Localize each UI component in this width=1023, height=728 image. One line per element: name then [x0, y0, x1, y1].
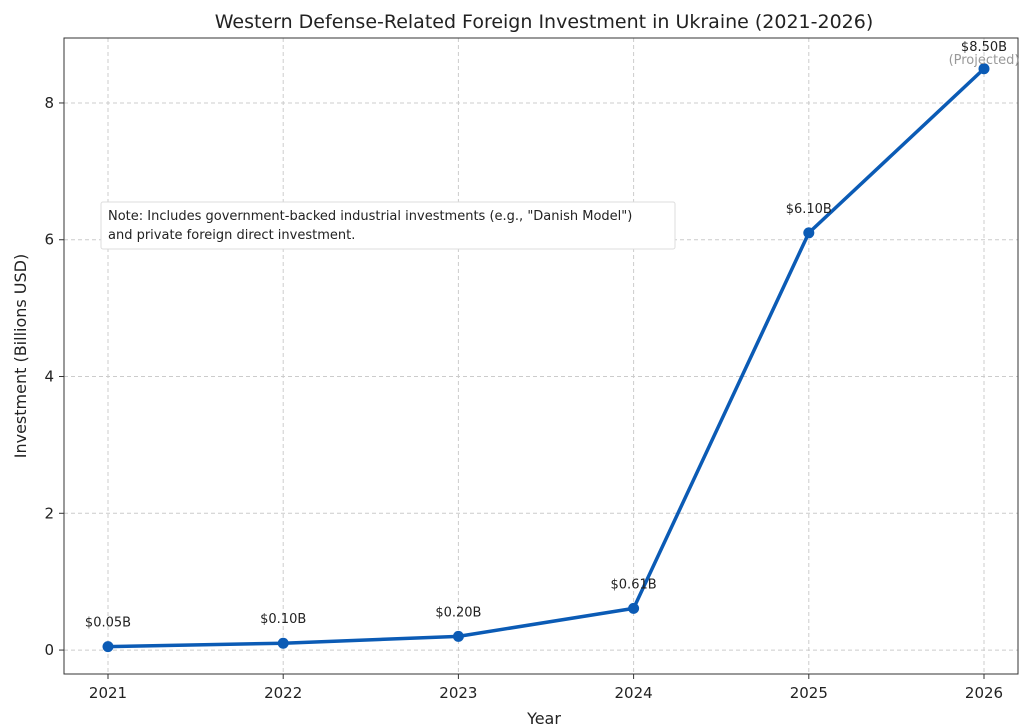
y-tick-label: 4	[44, 368, 54, 386]
x-tick-label: 2022	[264, 684, 302, 702]
y-tick-label: 0	[44, 641, 54, 659]
note-line-2: and private foreign direct investment.	[108, 228, 355, 243]
data-point	[102, 641, 114, 653]
note-line-1: Note: Includes government-backed industr…	[108, 209, 632, 224]
data-point	[452, 630, 464, 642]
series-line	[106, 67, 986, 649]
data-point	[628, 602, 640, 614]
x-tick-label: 2021	[89, 684, 127, 702]
plot-frame	[63, 37, 1019, 675]
axis-ticks: 2021 2022 2023 2024 2025 2026 0 2 4 6 8	[44, 94, 1003, 702]
data-label: $0.10B	[260, 612, 306, 627]
data-label: $0.05B	[85, 616, 131, 631]
y-tick-label: 6	[44, 231, 54, 249]
y-tick-label: 2	[44, 504, 54, 522]
data-label: $0.20B	[435, 605, 481, 620]
x-tick-label: 2024	[615, 684, 653, 702]
x-tick-label: 2025	[790, 684, 828, 702]
chart-title: Western Defense-Related Foreign Investme…	[215, 11, 874, 33]
x-tick-label: 2023	[439, 684, 477, 702]
data-point	[803, 227, 815, 239]
note-box	[100, 201, 676, 250]
data-label: $6.10B	[786, 202, 832, 217]
data-label: $8.50B	[961, 40, 1007, 55]
series-investment: $0.05B $0.10B $0.20B $0.61B $6.10B $8.50B(Pro…	[85, 40, 1020, 653]
data-point	[978, 63, 990, 75]
x-tick-label: 2026	[965, 684, 1003, 702]
annotation-note: Note: Includes government-backed industr…	[100, 201, 676, 250]
y-axis-label: Investment (Billions USD)	[11, 254, 30, 459]
data-point	[277, 637, 289, 649]
data-label: $0.61B	[611, 577, 657, 592]
x-axis-label: Year	[526, 709, 561, 728]
gridlines	[64, 38, 1018, 674]
y-tick-label: 8	[44, 94, 54, 112]
projected-label: (Projected)	[949, 53, 1020, 68]
